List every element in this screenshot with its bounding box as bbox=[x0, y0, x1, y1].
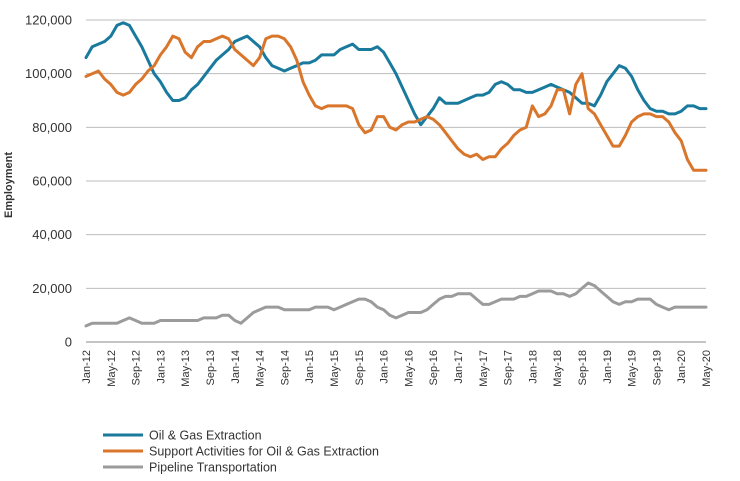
x-tick-label: Jan-19 bbox=[602, 350, 614, 384]
x-tick-label: Jan-13 bbox=[155, 350, 167, 384]
y-tick-label: 80,000 bbox=[32, 120, 72, 135]
y-tick-label: 0 bbox=[65, 335, 72, 350]
x-tick-label: Jan-18 bbox=[527, 350, 539, 384]
x-tick-label: May-20 bbox=[701, 350, 713, 387]
x-tick-label: May-18 bbox=[552, 350, 564, 387]
x-tick-label: Jan-17 bbox=[453, 350, 465, 384]
x-tick-label: May-19 bbox=[627, 350, 639, 387]
y-tick-label: 20,000 bbox=[32, 281, 72, 296]
x-tick-label: Jan-12 bbox=[81, 350, 93, 384]
x-tick-label: Jan-20 bbox=[676, 350, 688, 384]
series-line-2 bbox=[84, 34, 708, 172]
x-tick-label: Sep-15 bbox=[354, 350, 366, 385]
legend: Oil & Gas Extraction Support Activities f… bbox=[103, 429, 379, 475]
x-tick-label: Jan-15 bbox=[304, 350, 316, 384]
x-tick-label: May-17 bbox=[478, 350, 490, 387]
y-axis-title: Employment bbox=[3, 152, 15, 218]
series-line-1 bbox=[84, 21, 708, 127]
x-tick-label: Sep-13 bbox=[205, 350, 217, 385]
x-tick-label: May-14 bbox=[255, 350, 267, 387]
y-tick-label: 120,000 bbox=[25, 13, 72, 28]
x-tick-label: Sep-17 bbox=[503, 350, 515, 385]
x-tick-label: Sep-16 bbox=[428, 350, 440, 385]
x-tick-label: Sep-19 bbox=[651, 350, 663, 385]
legend-label: Pipeline Transportation bbox=[149, 461, 277, 475]
series-lines bbox=[84, 21, 708, 328]
x-tick-label: May-16 bbox=[403, 350, 415, 387]
x-tick-label: Sep-14 bbox=[279, 350, 291, 385]
x-axis-tick-labels: Jan-12 May-12 Sep-12 Jan-13 May-13 Sep-13 Jan-… bbox=[81, 350, 713, 387]
legend-label: Support Activities for Oil & Gas Extract… bbox=[149, 445, 379, 459]
y-axis-tick-labels: 0 20,000 40,000 60,000 80,000 100,000 120,000 bbox=[25, 13, 72, 350]
y-tick-label: 100,000 bbox=[25, 66, 72, 81]
series-line-3 bbox=[84, 281, 708, 328]
x-tick-label: Sep-12 bbox=[131, 350, 143, 385]
y-tick-label: 40,000 bbox=[32, 227, 72, 242]
x-tick-label: May-12 bbox=[106, 350, 118, 387]
x-tick-label: May-15 bbox=[329, 350, 341, 387]
x-tick-label: Jan-14 bbox=[230, 350, 242, 384]
x-tick-label: May-13 bbox=[180, 350, 192, 387]
x-tick-label: Jan-16 bbox=[379, 350, 391, 384]
y-tick-label: 60,000 bbox=[32, 174, 72, 189]
legend-label: Oil & Gas Extraction bbox=[149, 429, 262, 443]
x-tick-label: Sep-18 bbox=[577, 350, 589, 385]
gridlines bbox=[86, 19, 706, 343]
